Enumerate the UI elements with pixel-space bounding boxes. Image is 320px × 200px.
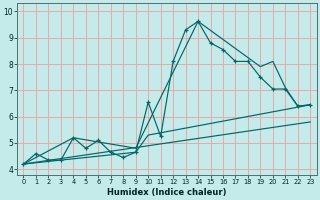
X-axis label: Humidex (Indice chaleur): Humidex (Indice chaleur) bbox=[107, 188, 227, 197]
